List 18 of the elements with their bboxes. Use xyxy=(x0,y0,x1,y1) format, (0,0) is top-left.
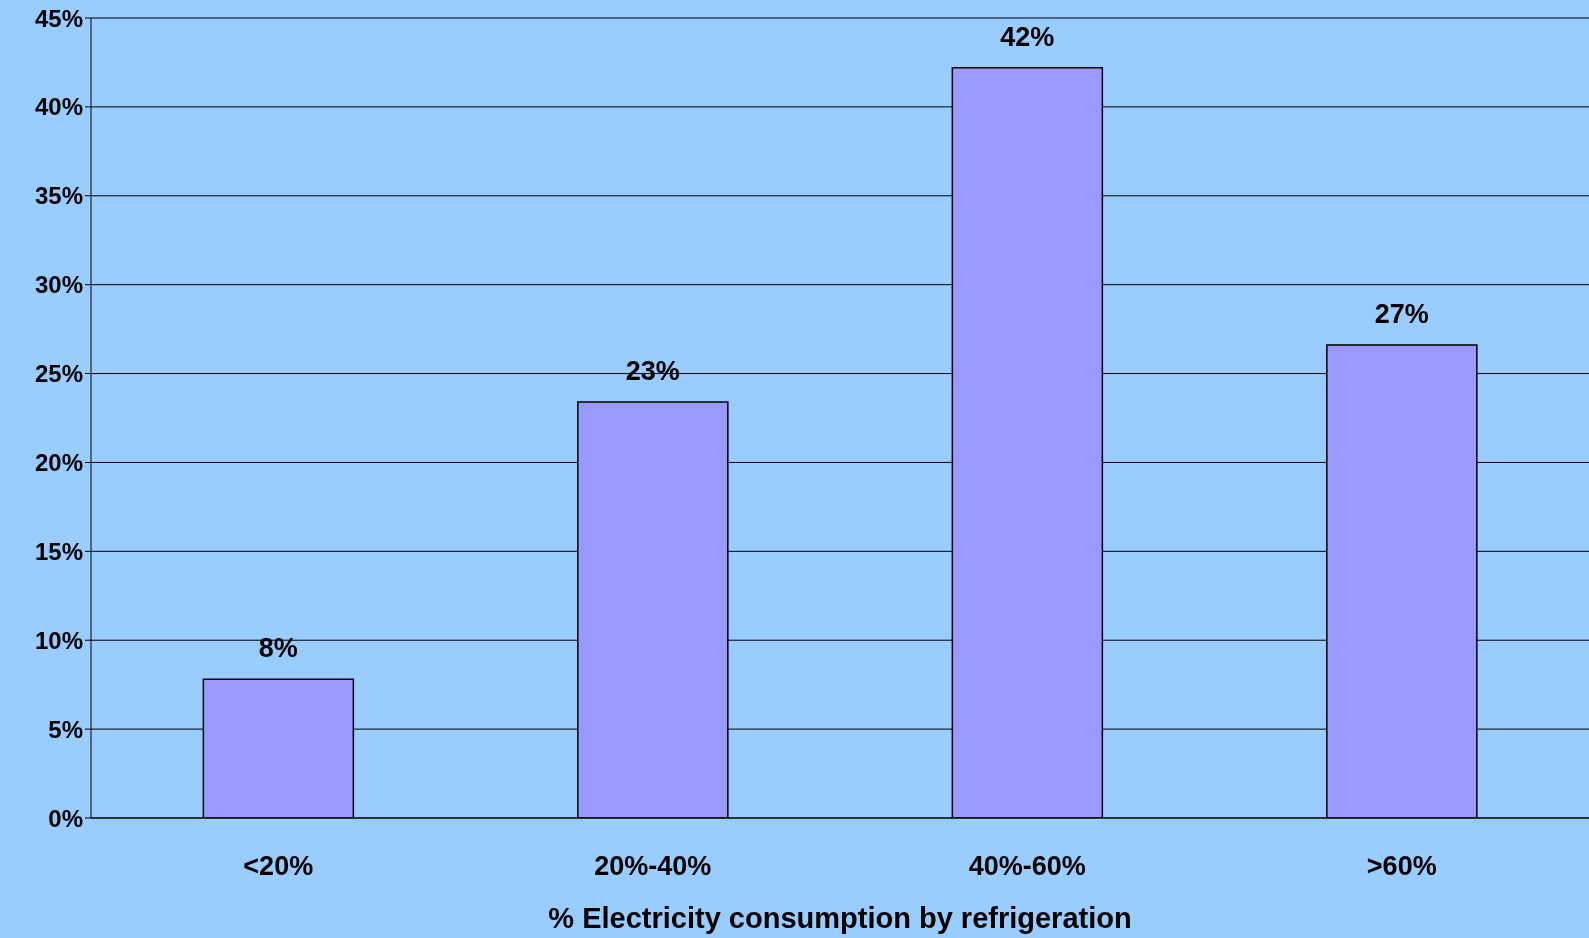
y-tick-label: 0% xyxy=(48,804,83,832)
y-tick-label: 15% xyxy=(34,537,83,565)
x-tick-label: 40%-60% xyxy=(968,851,1086,882)
y-tick-label: 10% xyxy=(34,626,83,654)
data-label: 42% xyxy=(1000,21,1055,52)
x-tick-label: <20% xyxy=(243,851,314,882)
x-tick-label: >60% xyxy=(1366,851,1437,882)
y-tick-label: 30% xyxy=(34,271,83,299)
y-tick-label: 40% xyxy=(34,93,83,121)
y-tick-label: 45% xyxy=(34,4,83,32)
y-tick-label: 25% xyxy=(34,360,83,388)
y-tick-label: 35% xyxy=(34,182,83,210)
y-tick-label: 20% xyxy=(34,448,83,476)
x-axis-title: % Electricity consumption by refrigeration xyxy=(548,902,1132,934)
data-label: 8% xyxy=(258,633,298,664)
data-label: 27% xyxy=(1374,299,1429,330)
x-tick-label: 20%-40% xyxy=(594,851,712,882)
y-tick-label: 5% xyxy=(48,715,83,743)
